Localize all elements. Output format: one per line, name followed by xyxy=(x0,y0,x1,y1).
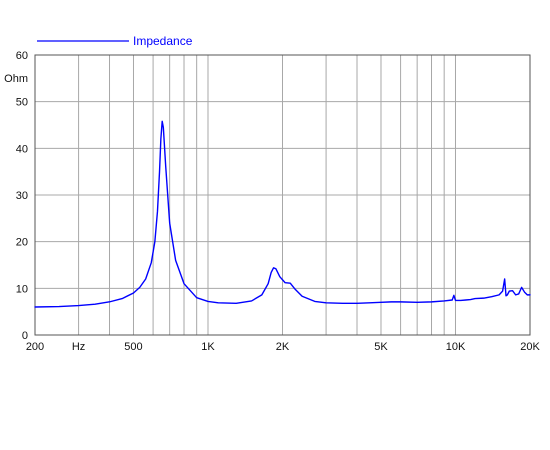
x-tick-label: 1K xyxy=(201,341,215,353)
y-tick-label: 60 xyxy=(16,50,28,62)
y-unit-label: Ohm xyxy=(4,73,28,85)
x-axis-ticks: 200 Hz 500 1K 2K 5K 10K 20K xyxy=(26,341,541,353)
plot-frame xyxy=(34,54,531,336)
y-axis-ticks: 0 10 20 30 40 50 60 Ohm xyxy=(4,50,28,342)
y-tick-label: 50 xyxy=(16,97,28,109)
y-tick-label: 30 xyxy=(16,190,28,202)
x-tick-label: 2K xyxy=(276,341,290,353)
x-tick-label: 5K xyxy=(374,341,388,353)
grid xyxy=(35,55,530,335)
legend: Impedance xyxy=(37,34,193,48)
y-tick-label: 40 xyxy=(16,143,28,155)
x-tick-label: 20K xyxy=(520,341,540,353)
y-tick-label: 20 xyxy=(16,237,28,249)
y-tick-label: 10 xyxy=(16,283,28,295)
x-tick-label: 200 xyxy=(26,341,44,353)
series-line-impedance xyxy=(34,120,531,308)
series-layer xyxy=(34,120,531,308)
x-tick-label: 10K xyxy=(446,341,466,353)
legend-label-impedance: Impedance xyxy=(133,34,193,48)
x-tick-label: Hz xyxy=(72,341,85,353)
x-tick-label: 500 xyxy=(124,341,142,353)
y-tick-label: 0 xyxy=(22,330,28,342)
